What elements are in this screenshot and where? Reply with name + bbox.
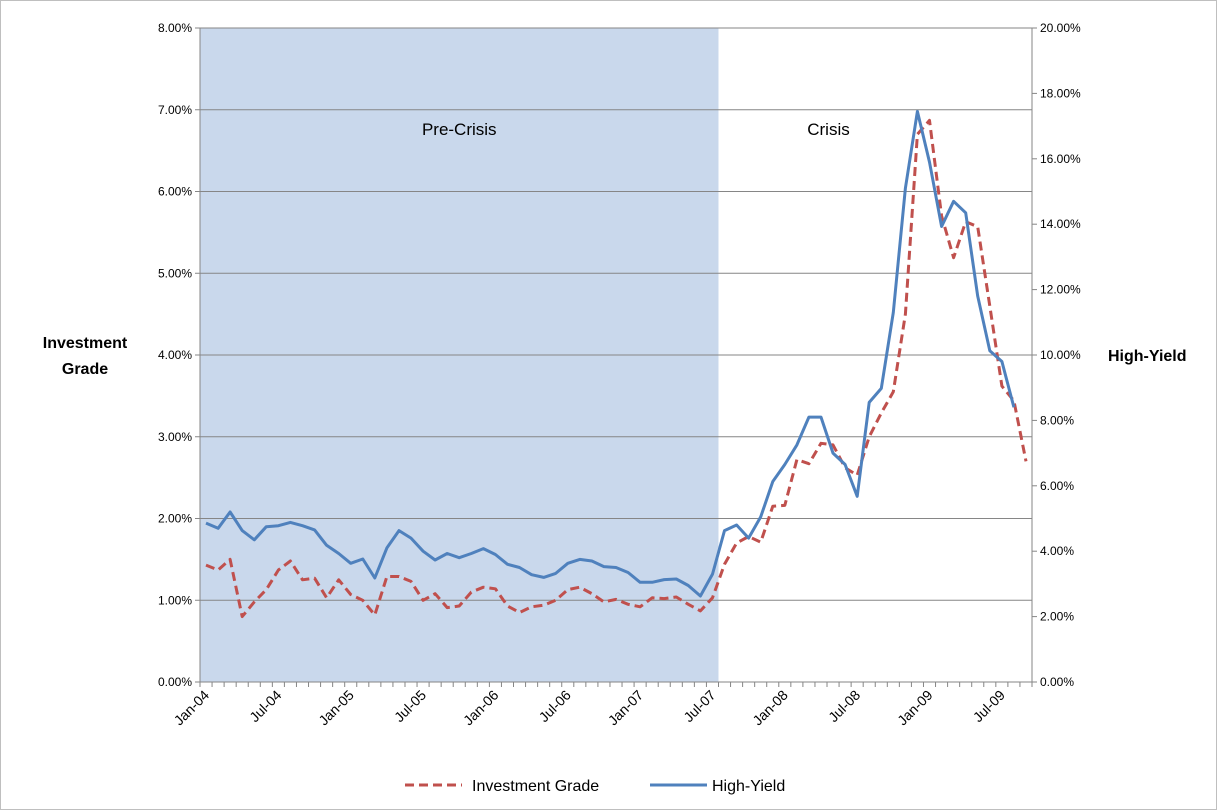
x-tick-label: Jan-09: [894, 687, 936, 729]
x-axis-ticks: Jan-04 Jul-04 Jan-05 Jul-05 Jan-06 Jul-06 Jan-…: [171, 682, 1033, 729]
right-tick-label: 2.00%: [1040, 610, 1074, 624]
x-tick-label: Jan-06: [460, 687, 502, 729]
x-tick-label: Jul-04: [246, 687, 284, 725]
x-tick-label: Jul-08: [825, 687, 863, 725]
right-tick-label: 20.00%: [1040, 21, 1081, 35]
right-tick-label: 12.00%: [1040, 283, 1081, 297]
x-tick-label: Jan-04: [171, 687, 213, 729]
region-label-crisis: Crisis: [807, 120, 850, 139]
series-lines: [205, 109, 1028, 619]
right-tick-label: 4.00%: [1040, 544, 1074, 558]
right-tick-label: 16.00%: [1040, 152, 1081, 166]
right-tick-label: 18.00%: [1040, 86, 1081, 100]
right-tick-label: 6.00%: [1040, 479, 1074, 493]
left-axis-ticks: 0.00% 1.00% 2.00% 3.00% 4.00% 5.00% 6.00% 7.00%…: [158, 21, 200, 689]
series-line-investment-grade: [205, 118, 1028, 619]
right-tick-label: 0.00%: [1040, 675, 1074, 689]
legend: Investment Grade High-Yield: [405, 778, 785, 795]
region-labels: Pre-Crisis Crisis: [422, 120, 850, 139]
x-tick-label: Jul-06: [536, 687, 574, 725]
right-tick-label: 8.00%: [1040, 413, 1074, 427]
left-tick-label: 8.00%: [158, 21, 192, 35]
x-tick-label: Jul-09: [970, 687, 1008, 725]
x-tick-label: Jan-08: [749, 687, 791, 729]
series-line-high-yield: [205, 109, 1016, 598]
left-tick-label: 6.00%: [158, 185, 192, 199]
legend-label-investment-grade: Investment Grade: [472, 778, 599, 795]
right-axis-title: High-Yield: [1108, 348, 1187, 365]
right-axis-ticks: 0.00% 2.00% 4.00% 6.00% 8.00% 10.00% 12.00% 14.…: [1032, 21, 1081, 689]
x-tick-label: Jul-07: [680, 687, 718, 725]
left-tick-label: 5.00%: [158, 266, 192, 280]
left-axis-title-line2: Grade: [62, 361, 108, 378]
left-tick-label: 1.00%: [158, 593, 192, 607]
left-axis-title-line1: Investment: [43, 335, 128, 352]
left-tick-label: 7.00%: [158, 103, 192, 117]
left-tick-label: 2.00%: [158, 512, 192, 526]
gridlines: [200, 27, 1032, 601]
left-tick-label: 0.00%: [158, 675, 192, 689]
left-tick-label: 3.00%: [158, 430, 192, 444]
region-label-pre-crisis: Pre-Crisis: [422, 120, 497, 139]
legend-label-high-yield: High-Yield: [712, 778, 785, 795]
x-tick-label: Jan-07: [605, 687, 647, 729]
left-tick-label: 4.00%: [158, 348, 192, 362]
right-tick-label: 10.00%: [1040, 348, 1081, 362]
x-tick-label: Jan-05: [315, 687, 357, 729]
x-tick-label: Jul-05: [391, 687, 429, 725]
right-tick-label: 14.00%: [1040, 217, 1081, 231]
